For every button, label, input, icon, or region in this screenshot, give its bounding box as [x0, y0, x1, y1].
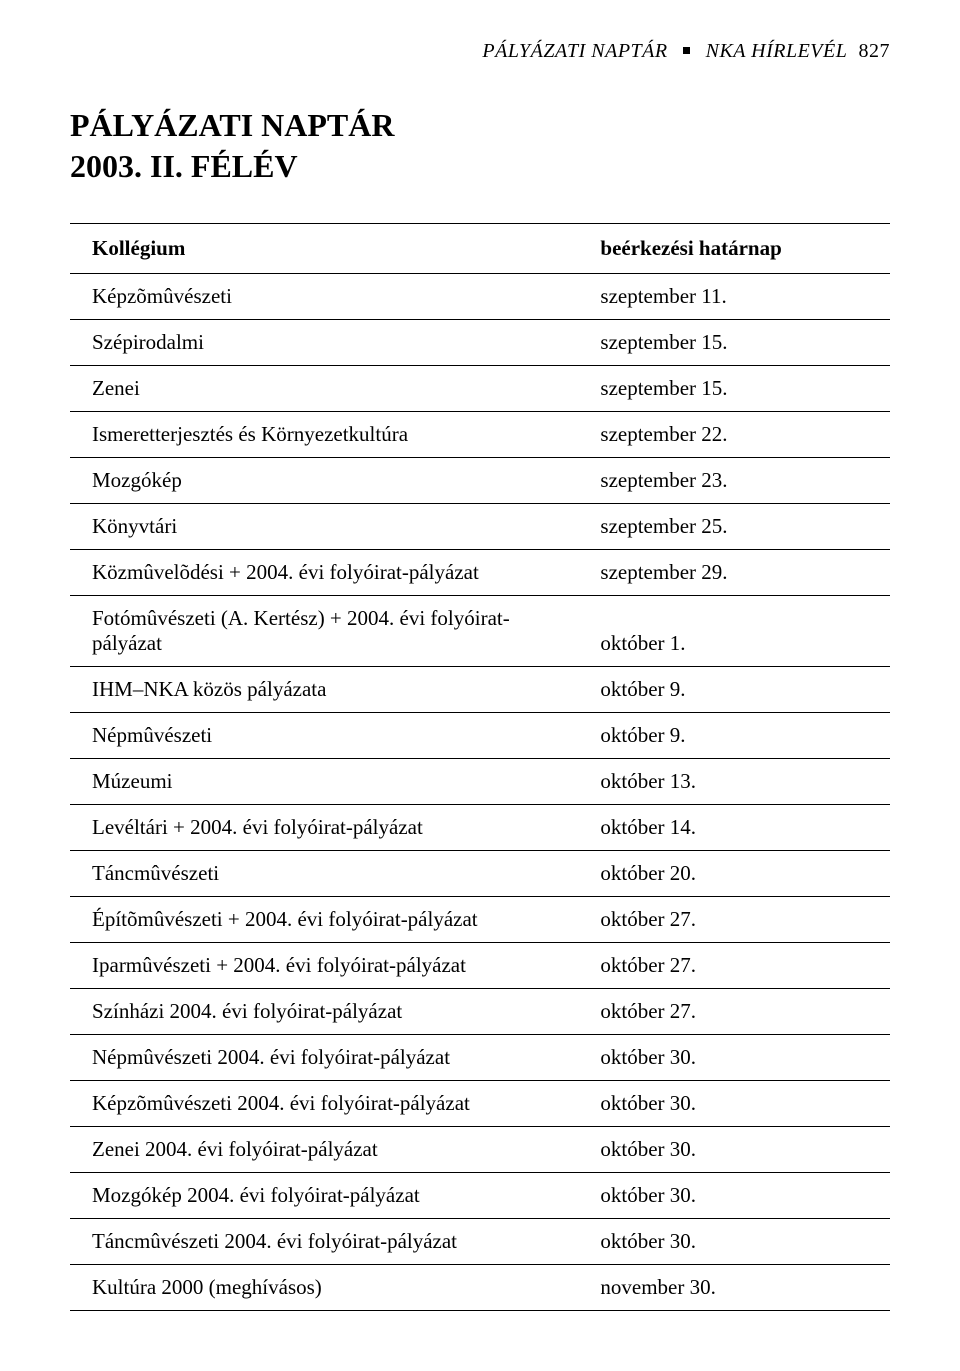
table-row: Mozgóképszeptember 23. — [70, 457, 890, 503]
cell-deadline: október 9. — [578, 712, 890, 758]
table-row: Színházi 2004. évi folyóirat-pályázatokt… — [70, 988, 890, 1034]
table-row: Népmûvészetioktóber 9. — [70, 712, 890, 758]
page-title-line2: 2003. II. FÉLÉV — [70, 148, 890, 185]
cell-kollegium: Zenei — [70, 365, 578, 411]
table-row: Levéltári + 2004. évi folyóirat-pályázat… — [70, 804, 890, 850]
cell-kollegium: Levéltári + 2004. évi folyóirat-pályázat — [70, 804, 578, 850]
table-row: Kultúra 2000 (meghívásos)november 30. — [70, 1264, 890, 1310]
cell-deadline: október 30. — [578, 1034, 890, 1080]
cell-deadline: október 20. — [578, 850, 890, 896]
table-row: Szépirodalmiszeptember 15. — [70, 319, 890, 365]
cell-kollegium: Zenei 2004. évi folyóirat-pályázat — [70, 1126, 578, 1172]
cell-kollegium: Színházi 2004. évi folyóirat-pályázat — [70, 988, 578, 1034]
cell-kollegium: Építõmûvészeti + 2004. évi folyóirat-pál… — [70, 896, 578, 942]
page-number: 827 — [859, 40, 891, 62]
table-row: Táncmûvészeti 2004. évi folyóirat-pályáz… — [70, 1218, 890, 1264]
cell-kollegium: Képzõmûvészeti 2004. évi folyóirat-pályá… — [70, 1080, 578, 1126]
separator-square-icon — [683, 47, 690, 54]
cell-kollegium: Képzõmûvészeti — [70, 273, 578, 319]
table-row: IHM–NKA közös pályázataoktóber 9. — [70, 666, 890, 712]
cell-deadline: október 13. — [578, 758, 890, 804]
cell-kollegium: Mozgókép 2004. évi folyóirat-pályázat — [70, 1172, 578, 1218]
cell-deadline: október 1. — [578, 595, 890, 666]
cell-kollegium: Közmûvelõdési + 2004. évi folyóirat-pály… — [70, 549, 578, 595]
cell-kollegium: Népmûvészeti 2004. évi folyóirat-pályáza… — [70, 1034, 578, 1080]
cell-kollegium: Múzeumi — [70, 758, 578, 804]
cell-deadline: október 27. — [578, 896, 890, 942]
table-row: Közmûvelõdési + 2004. évi folyóirat-pály… — [70, 549, 890, 595]
calendar-table: Kollégium beérkezési határnap Képzõmûvés… — [70, 223, 890, 1311]
running-head-left: PÁLYÁZATI NAPTÁR — [482, 40, 667, 62]
table-row: Zeneiszeptember 15. — [70, 365, 890, 411]
cell-deadline: október 30. — [578, 1126, 890, 1172]
col-header-kollegium: Kollégium — [70, 223, 578, 273]
cell-kollegium: Ismeretterjesztés és Környezetkultúra — [70, 411, 578, 457]
cell-deadline: október 30. — [578, 1172, 890, 1218]
cell-deadline: szeptember 23. — [578, 457, 890, 503]
cell-deadline: szeptember 25. — [578, 503, 890, 549]
running-head: PÁLYÁZATI NAPTÁR NKA HÍRLEVÉL 827 — [70, 40, 890, 63]
cell-deadline: szeptember 29. — [578, 549, 890, 595]
table-row: Táncmûvészetioktóber 20. — [70, 850, 890, 896]
cell-deadline: október 27. — [578, 988, 890, 1034]
cell-kollegium: Kultúra 2000 (meghívásos) — [70, 1264, 578, 1310]
cell-kollegium: Könyvtári — [70, 503, 578, 549]
cell-deadline: november 30. — [578, 1264, 890, 1310]
table-row: Zenei 2004. évi folyóirat-pályázatoktóbe… — [70, 1126, 890, 1172]
running-head-right: NKA HÍRLEVÉL — [706, 40, 847, 62]
cell-kollegium: Táncmûvészeti 2004. évi folyóirat-pályáz… — [70, 1218, 578, 1264]
table-row: Ismeretterjesztés és Környezetkultúrasze… — [70, 411, 890, 457]
cell-deadline: október 30. — [578, 1080, 890, 1126]
table-row: Építõmûvészeti + 2004. évi folyóirat-pál… — [70, 896, 890, 942]
cell-deadline: október 14. — [578, 804, 890, 850]
cell-deadline: október 27. — [578, 942, 890, 988]
cell-deadline: szeptember 11. — [578, 273, 890, 319]
table-row: Mozgókép 2004. évi folyóirat-pályázatokt… — [70, 1172, 890, 1218]
table-row: Fotómûvészeti (A. Kertész) + 2004. évi f… — [70, 595, 890, 666]
table-row: Iparmûvészeti + 2004. évi folyóirat-pály… — [70, 942, 890, 988]
cell-deadline: október 9. — [578, 666, 890, 712]
table-row: Képzõmûvészeti 2004. évi folyóirat-pályá… — [70, 1080, 890, 1126]
cell-kollegium: Népmûvészeti — [70, 712, 578, 758]
cell-deadline: szeptember 15. — [578, 365, 890, 411]
table-row: Népmûvészeti 2004. évi folyóirat-pályáza… — [70, 1034, 890, 1080]
cell-kollegium: IHM–NKA közös pályázata — [70, 666, 578, 712]
cell-kollegium: Fotómûvészeti (A. Kertész) + 2004. évi f… — [70, 595, 578, 666]
cell-deadline: szeptember 22. — [578, 411, 890, 457]
cell-kollegium: Iparmûvészeti + 2004. évi folyóirat-pály… — [70, 942, 578, 988]
page: PÁLYÁZATI NAPTÁR NKA HÍRLEVÉL 827 PÁLYÁZ… — [0, 0, 960, 1371]
page-title-line1: PÁLYÁZATI NAPTÁR — [70, 107, 890, 144]
cell-deadline: október 30. — [578, 1218, 890, 1264]
cell-kollegium: Mozgókép — [70, 457, 578, 503]
table-row: Könyvtáriszeptember 25. — [70, 503, 890, 549]
table-header-row: Kollégium beérkezési határnap — [70, 223, 890, 273]
table-row: Múzeumioktóber 13. — [70, 758, 890, 804]
table-row: Képzõmûvészetiszeptember 11. — [70, 273, 890, 319]
col-header-deadline: beérkezési határnap — [578, 223, 890, 273]
cell-kollegium: Szépirodalmi — [70, 319, 578, 365]
table-body: Képzõmûvészetiszeptember 11.Szépirodalmi… — [70, 273, 890, 1310]
cell-deadline: szeptember 15. — [578, 319, 890, 365]
cell-kollegium: Táncmûvészeti — [70, 850, 578, 896]
